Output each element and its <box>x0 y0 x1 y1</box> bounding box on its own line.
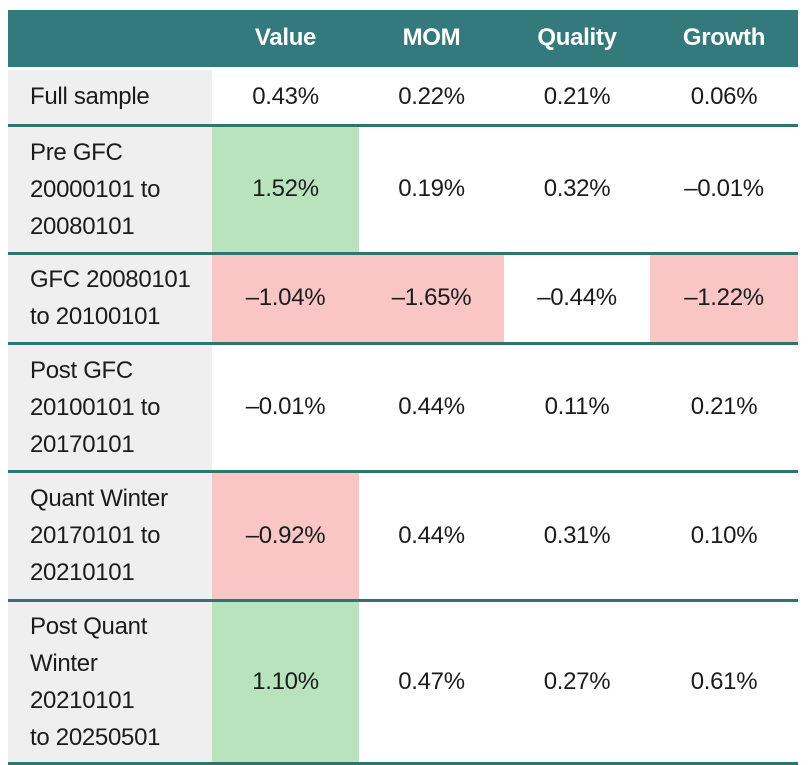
cell-growth: 0.06% <box>690 82 758 110</box>
row-gfc: GFC 20080101 to 20100101 –1.04% –1.65% –… <box>8 253 798 343</box>
row-label: Post Quant Winter 20210101 to 20250501 <box>8 600 212 763</box>
cell-mom: 0.44% <box>398 393 465 420</box>
cell-quality: 0.11% <box>544 393 610 420</box>
cell-mom: 0.22% <box>398 82 465 110</box>
cell-mom: 0.19% <box>398 175 465 202</box>
cell-quality: 0.27% <box>543 667 611 695</box>
header-cell-value: Value <box>212 10 359 70</box>
cell-value: –0.01% <box>245 393 326 420</box>
cell-value: –1.04% <box>212 253 359 343</box>
cell-growth: 0.61% <box>690 667 758 695</box>
cell-growth: 0.10% <box>690 521 758 549</box>
header-row: Value MOM Quality Growth <box>8 10 798 70</box>
cell-mom: 0.47% <box>398 667 465 695</box>
cell-value: –0.92% <box>212 471 359 600</box>
returns-table-container: Value MOM Quality Growth Full sample 0.4… <box>8 10 798 765</box>
cell-quality: 0.32% <box>543 175 611 202</box>
cell-quality: 0.21% <box>543 82 611 110</box>
factor-returns-table: Value MOM Quality Growth Full sample 0.4… <box>8 10 798 765</box>
header-cell-growth: Growth <box>650 10 798 70</box>
cell-growth: –0.01% <box>684 175 764 202</box>
cell-quality: 0.31% <box>543 521 611 549</box>
cell-mom: –1.65% <box>359 253 504 343</box>
cell-quality: –0.44% <box>537 284 617 311</box>
row-full-sample: Full sample 0.43% 0.22% 0.21% 0.06% <box>8 68 798 125</box>
cell-value: 1.52% <box>212 125 359 253</box>
row-label: GFC 20080101 to 20100101 <box>8 253 212 343</box>
row-post-quant-winter: Post Quant Winter 20210101 to 20250501 1… <box>8 600 798 763</box>
row-label: Full sample <box>8 68 212 125</box>
header-cell-empty <box>8 10 212 70</box>
cell-growth: 0.21% <box>690 393 758 420</box>
row-label: Quant Winter 20170101 to 20210101 <box>8 471 212 600</box>
cell-value: 1.10% <box>212 600 359 763</box>
row-post-gfc: Post GFC 20100101 to 20170101 –0.01% 0.4… <box>8 343 798 471</box>
header-cell-mom: MOM <box>359 10 504 70</box>
row-label: Post GFC 20100101 to 20170101 <box>8 343 212 471</box>
row-label: Pre GFC 20000101 to 20080101 <box>8 125 212 253</box>
header-cell-quality: Quality <box>504 10 650 70</box>
row-quant-winter: Quant Winter 20170101 to 20210101 –0.92%… <box>8 471 798 600</box>
cell-value: 0.43% <box>252 82 319 110</box>
row-pre-gfc: Pre GFC 20000101 to 20080101 1.52% 0.19%… <box>8 125 798 253</box>
cell-mom: 0.44% <box>398 521 465 549</box>
cell-growth: –1.22% <box>650 253 798 343</box>
